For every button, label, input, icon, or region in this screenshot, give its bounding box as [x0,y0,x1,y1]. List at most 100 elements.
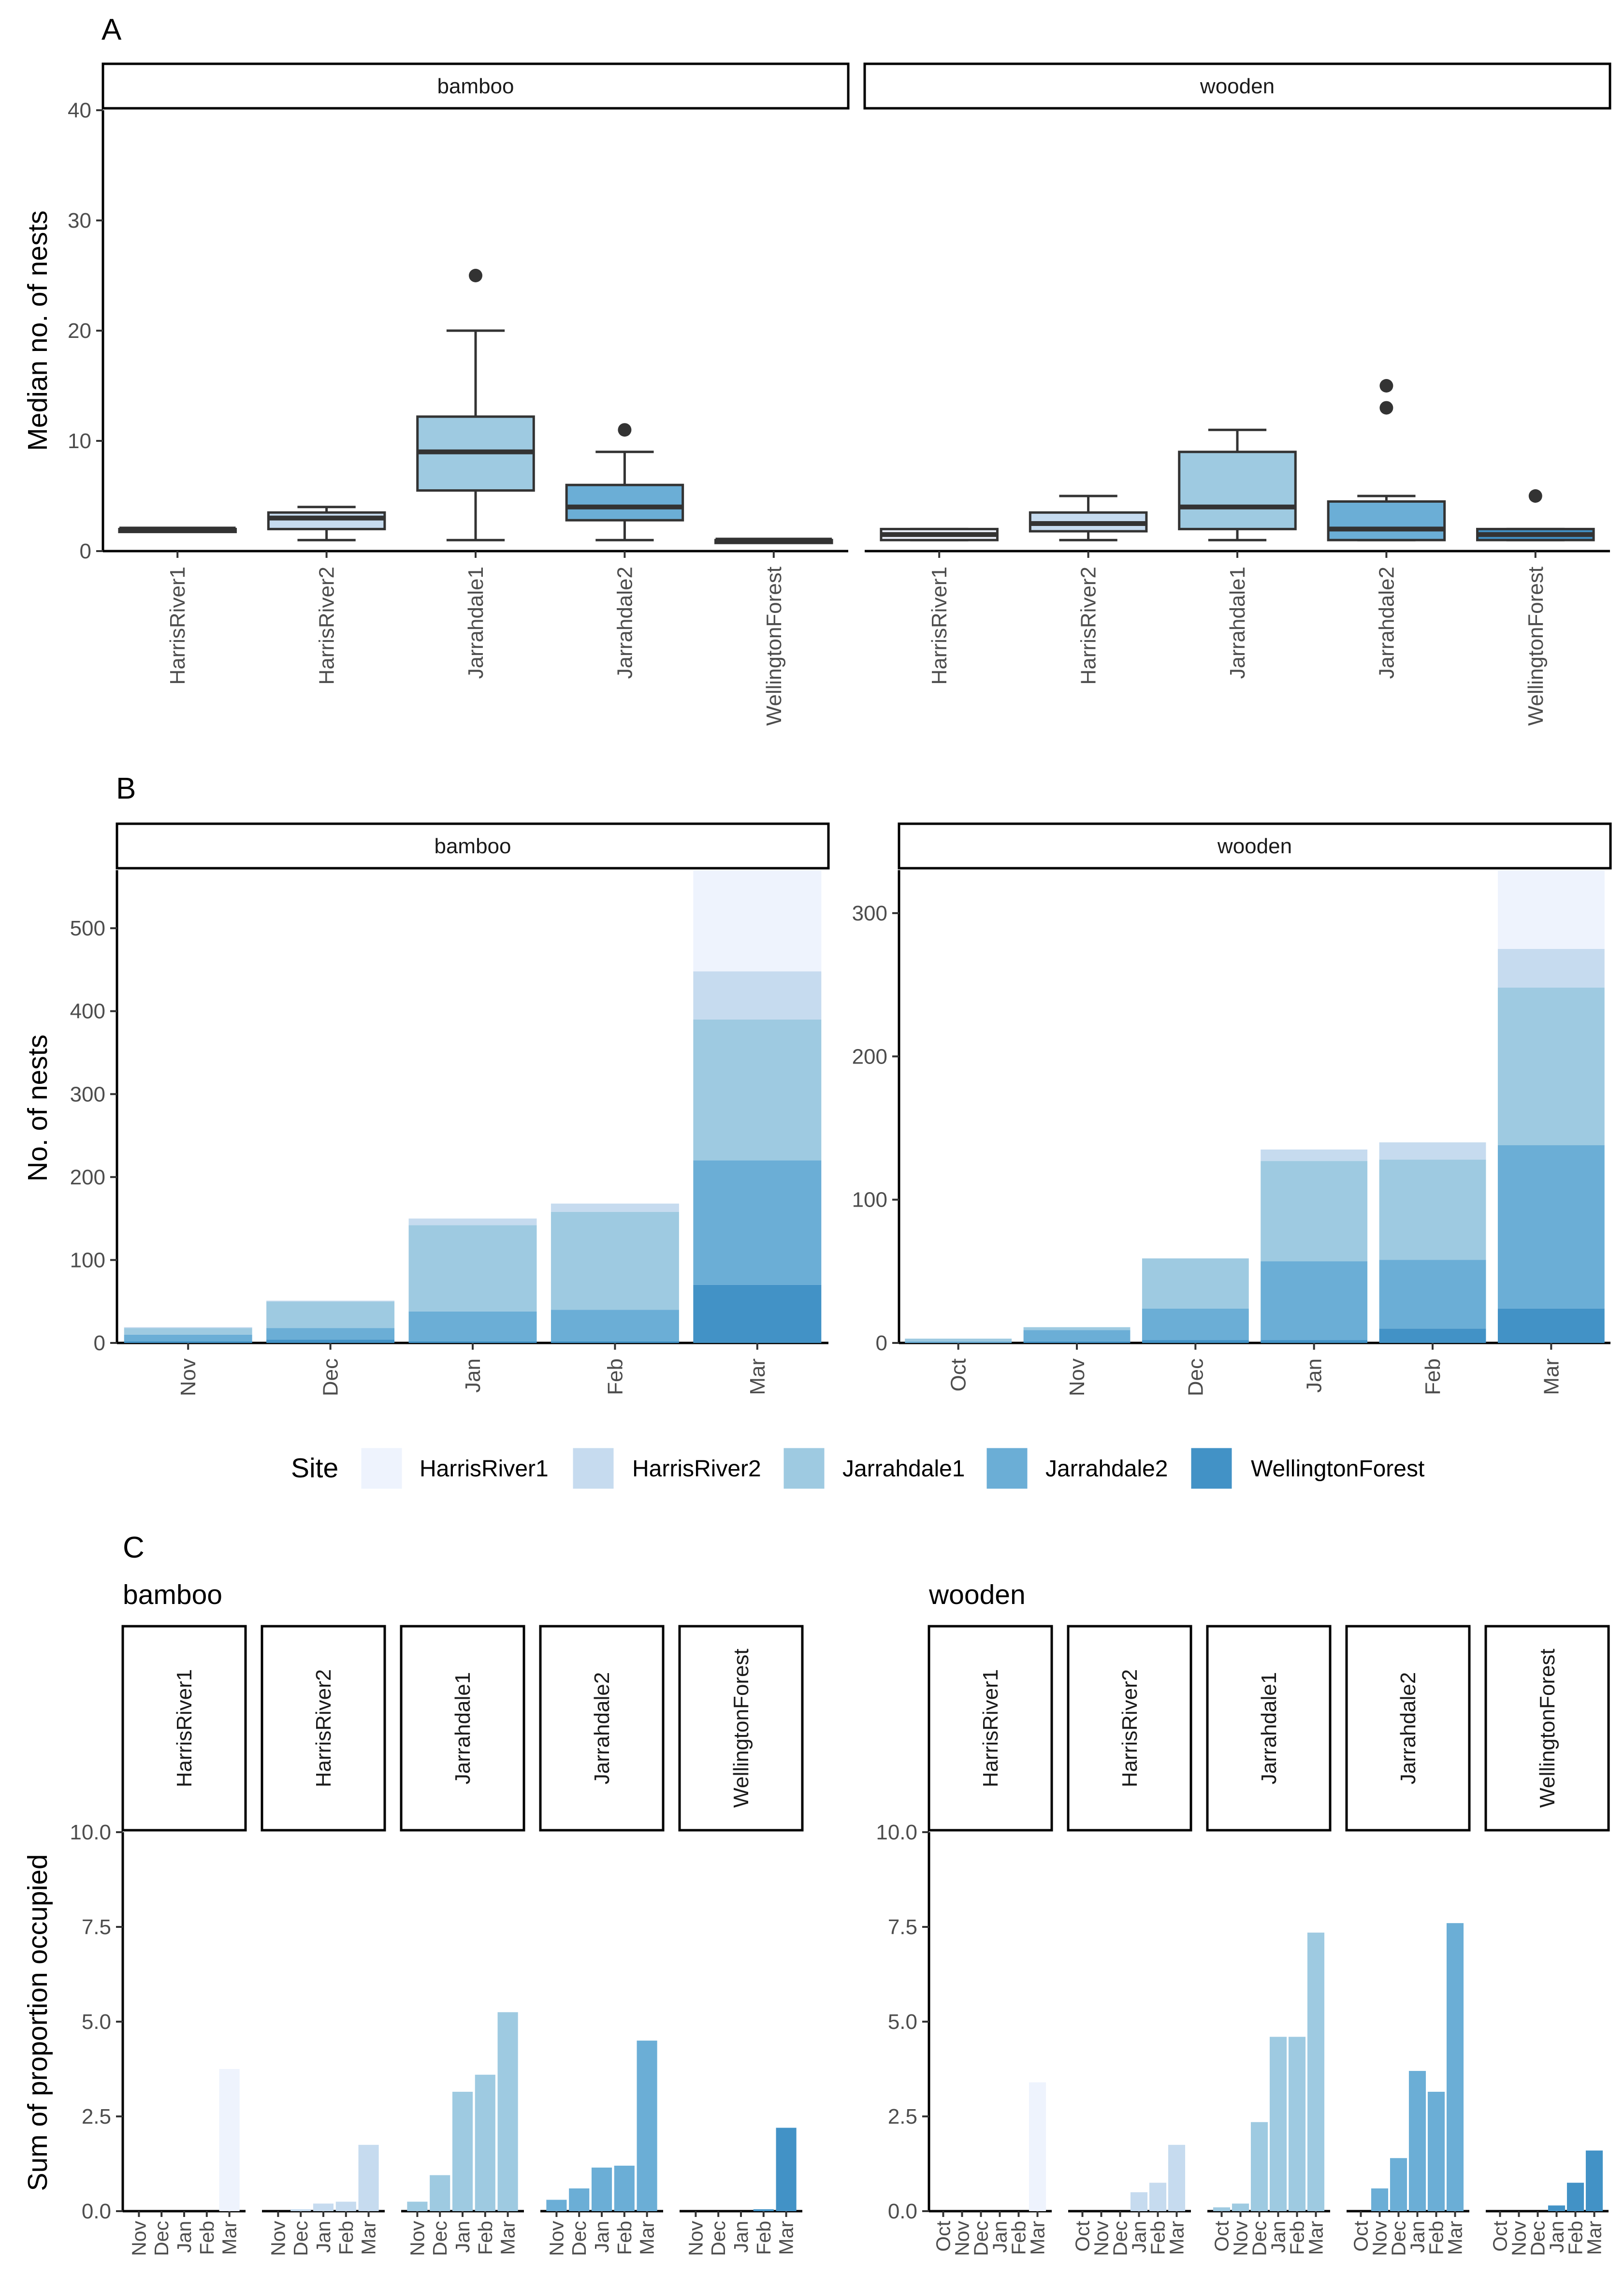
panel-c-wooden-jarrahdale2-x-tick-label: Feb [1425,2221,1448,2255]
panel-b-wooden-bar-dec-jarrahdale1 [1142,1258,1249,1309]
panel-c-wooden-harrisriver1-bar-mar [1029,2082,1046,2211]
panel-c-bamboo-jarrahdale1-strip [400,1625,525,1832]
panel-a-wooden-harrisriver1-x-tick-label: HarrisRiver1 [928,567,951,685]
panel-b-wooden-bar-nov-jarrahdale2 [1023,1330,1131,1342]
panel-b-wooden-bar-mar-jarrahdale2 [1497,1145,1605,1309]
panel-b-x-tick-label-wooden: Oct [947,1358,971,1391]
panel-a-bamboo-jarrahdale2-box [565,483,684,522]
panel-c-wooden-jarrahdale2-strip [1345,1625,1471,1832]
panel-c-bamboo-jarrahdale2-bar-mar [637,2041,657,2211]
panel-c-wooden-harrisriver2-x-tick-label: Jan [1128,2221,1150,2253]
panel-label-c: C [123,1531,145,1564]
panel-c-wooden-jarrahdale2-x-tick-label: Mar [1444,2221,1466,2255]
panel-b-bamboo-bar-feb-harrisriver2 [551,1203,679,1212]
panel-b-y-tick-label-wooden: 100 [852,1188,887,1212]
panel-c-wooden-jarrahdale2-x-tick-label: Dec [1388,2221,1410,2256]
panel-b-strip-wooden-label: wooden [1217,834,1292,858]
panel-b-strip-bamboo-label: bamboo [434,834,511,858]
panel-c-wooden-wellingtonforest-x-tick-label: Dec [1527,2221,1549,2256]
panel-c-y-tick-label-wooden: 5.0 [888,2010,917,2034]
legend-label-jarrahdale2: Jarrahdale2 [1045,1456,1168,1482]
panel-c-bamboo-jarrahdale1-x-tick-label: Dec [429,2221,451,2256]
legend-item-harrisriver2: HarrisRiver2 [571,1446,761,1490]
panel-c-wooden-wellingtonforest-bar-feb [1566,2183,1584,2211]
panel-b-y-tick-label-bamboo: 500 [70,917,105,940]
panel-b-wooden-bar-feb-harrisriver2 [1379,1142,1486,1160]
panel-a-bamboo-jarrahdale2-outlier-point [618,423,632,437]
panel-b-bamboo-bar-dec-jarrahdale1 [266,1301,395,1328]
panel-c-bamboo-wellingtonforest-x-tick-label: Mar [775,2221,798,2255]
panel-a-strip-bamboo [102,62,850,110]
panel-a-bamboo-jarrahdale1-x-tick-label: Jarrahdale1 [464,567,488,679]
panel-b-wooden-bar-nov-jarrahdale1 [1023,1327,1131,1330]
panel-b-wooden-bar-mar-harrisriver1 [1497,870,1605,949]
panel-c-wooden-jarrahdale1-bar-oct [1213,2207,1231,2211]
panel-b-wooden-bar-oct-jarrahdale2 [905,1341,1012,1343]
panel-b-x-tick-label-wooden: Nov [1065,1358,1089,1396]
panel-c-bamboo-harrisriver1-strip-label: HarrisRiver1 [173,1669,196,1787]
panel-b-y-tick-label-wooden: 0 [876,1331,887,1355]
panel-b-bamboo-bar-nov-jarrahdale2 [124,1334,252,1341]
panel-c-wooden-harrisriver2-bar-feb [1149,2183,1167,2211]
panel-b-y-tick-label-wooden: 300 [852,902,887,925]
panel-c-bamboo-wellingtonforest-x-tick-label: Nov [684,2221,707,2256]
panel-c-bamboo-jarrahdale2-x-tick-label: Jan [591,2221,613,2253]
panel-b-wooden-bar-feb-jarrahdale2 [1379,1260,1486,1329]
panel-c-wooden-jarrahdale2-bar-mar [1446,1923,1464,2211]
panel-c-bamboo-jarrahdale1-strip-label: Jarrahdale1 [451,1672,475,1784]
panel-c-bamboo-jarrahdale2-x-tick-label: Mar [636,2221,658,2255]
legend: Site HarrisRiver1 HarrisRiver2 Jarrahdal… [291,1446,1424,1490]
panel-c-wooden-wellingtonforest-bar-mar [1585,2150,1603,2211]
panel-c-bamboo-harrisriver2-x-tick-label: Feb [335,2221,357,2255]
panel-c-bamboo-harrisriver2-bar-feb [335,2201,356,2211]
panel-c-bamboo-wellingtonforest-x-tick-label: Jan [730,2221,752,2253]
panel-c-wooden-jarrahdale1-strip [1206,1625,1332,1832]
panel-a-bamboo-wellingtonforest-x-tick-label: WellingtonForest [762,567,786,726]
panel-c-bamboo-jarrahdale1-bar-nov [407,2201,428,2211]
panel-c-bamboo-jarrahdale1-bar-feb [475,2074,495,2211]
panel-c-wooden-jarrahdale1-bar-nov [1232,2203,1249,2211]
panel-label-b: B [116,772,136,805]
legend-item-jarrahdale1: Jarrahdale1 [782,1446,965,1490]
panel-c-wooden-jarrahdale2-bar-jan [1408,2070,1426,2211]
panel-c-bamboo-harrisriver2-strip-label: HarrisRiver2 [312,1669,335,1787]
panel-b-wooden-bar-jan-harrisriver2 [1261,1149,1368,1161]
panel-c-wooden-jarrahdale1-x-tick-label: Dec [1248,2221,1271,2256]
panel-a-wooden-jarrahdale2-box [1327,500,1446,541]
panel-b-bamboo-bar-feb-jarrahdale2 [551,1310,679,1341]
panel-b-bamboo-bar-nov-wellingtonforest [124,1341,252,1343]
legend-swatch-jarrahdale2 [985,1446,1029,1490]
panel-label-a: A [102,13,122,46]
panel-c-bamboo-harrisriver2-strip [261,1625,386,1832]
panel-b-wooden-bar-feb-jarrahdale1 [1379,1159,1486,1260]
panel-b-wooden-bar-nov-wellingtonforest [1023,1341,1131,1343]
panel-a-y-tick-label: 40 [68,99,91,122]
panel-c-wooden-jarrahdale1-bar-mar [1307,1932,1325,2211]
panel-a-wooden-jarrahdale1-x-tick-label: Jarrahdale1 [1226,567,1249,679]
panel-c-bamboo-wellingtonforest-strip-label: WellingtonForest [729,1648,753,1808]
legend-item-wellingtonforest: WellingtonForest [1189,1446,1424,1490]
panel-a-bamboo-harrisriver1-x-tick-label: HarrisRiver1 [166,567,189,685]
panel-a-wooden-jarrahdale2-outlier-point [1379,401,1393,415]
panel-a-y-tick-label: 30 [68,209,91,233]
panel-b-x-tick-label-wooden: Feb [1421,1358,1445,1395]
panel-a-y-tick-label: 10 [68,429,91,453]
panel-c-bamboo-jarrahdale1-x-tick-label: Mar [497,2221,519,2255]
panel-c-wooden-harrisriver2-x-tick-label: Nov [1090,2221,1113,2256]
panel-b-bamboo-bar-dec-jarrahdale2 [266,1328,395,1340]
panel-c-wooden-jarrahdale2-bar-feb [1427,2092,1445,2211]
panel-c-bamboo-harrisriver2-x-tick-label: Mar [358,2221,380,2255]
panel-c-wooden-wellingtonforest-x-tick-label: Feb [1565,2221,1587,2255]
panel-b-bamboo-bar-mar-wellingtonforest [693,1284,822,1343]
panel-b-bamboo-bar-mar-harrisriver1 [693,870,822,972]
panel-c-wooden-jarrahdale1-bar-jan [1269,2037,1287,2211]
panel-c-bamboo-harrisriver2-bar-jan [313,2203,334,2211]
legend-item-harrisriver1: HarrisRiver1 [360,1446,549,1490]
panel-c-wooden-jarrahdale1-x-tick-label: Feb [1286,2221,1308,2255]
panel-c-bamboo-harrisriver1-x-tick-label: Jan [173,2221,195,2253]
panel-b-x-tick-label-bamboo: Dec [319,1358,343,1396]
panel-c-bamboo-wellingtonforest-x-tick-label: Dec [707,2221,729,2256]
panel-b-y-tick-label-bamboo: 0 [94,1331,105,1355]
panel-c-wooden-harrisriver1-strip [928,1625,1053,1832]
panel-c-bamboo-jarrahdale2-x-tick-label: Feb [613,2221,636,2255]
